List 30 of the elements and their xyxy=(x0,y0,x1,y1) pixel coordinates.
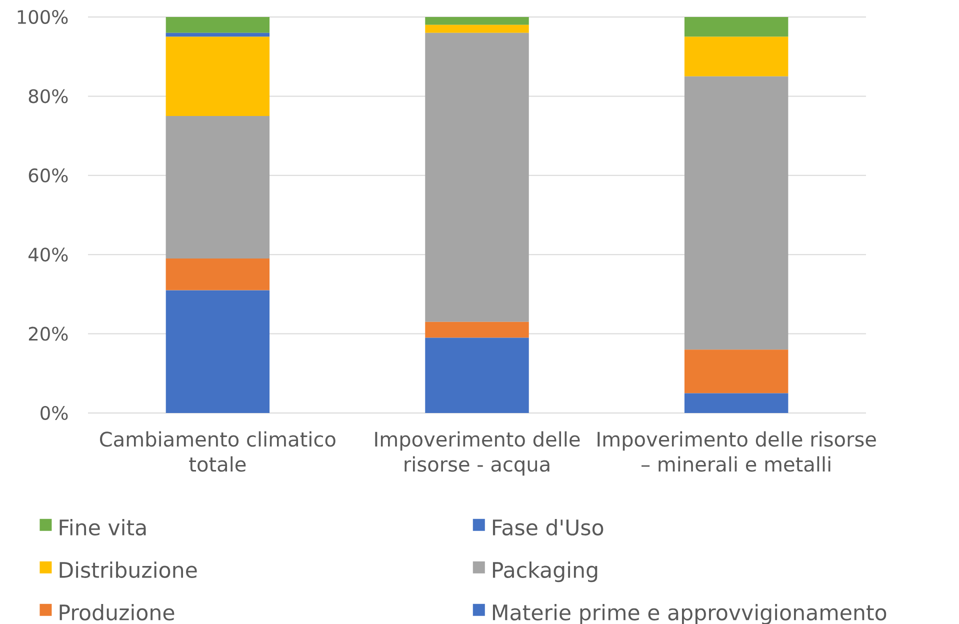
y-tick-label: 80% xyxy=(28,89,68,104)
legend-label: Packaging xyxy=(492,562,598,582)
x-tick-label: Impoverimento delle risorse – minerali e metalli xyxy=(598,431,876,472)
legend-label: Fase d'Uso xyxy=(492,519,604,536)
bar xyxy=(684,393,788,413)
bar xyxy=(684,76,788,350)
y-tick-label: 60% xyxy=(28,168,68,182)
bar xyxy=(166,116,270,259)
bar xyxy=(166,258,270,290)
legend-label: Fine vita xyxy=(60,519,146,536)
bar xyxy=(166,36,270,116)
bar xyxy=(684,36,788,76)
legend-label: Produzione xyxy=(60,604,174,620)
bar xyxy=(425,24,529,33)
bar xyxy=(166,16,270,33)
y-tick-label: 0% xyxy=(40,406,68,420)
bar xyxy=(166,290,270,413)
bar xyxy=(166,32,270,37)
bar xyxy=(425,338,529,413)
y-tick-label: 20% xyxy=(28,326,68,341)
bar xyxy=(684,16,788,37)
x-tick-label: Impoverimento delle risorse - acqua xyxy=(375,431,580,476)
bar xyxy=(425,16,529,25)
y-tick-label: 100% xyxy=(18,10,68,24)
bar xyxy=(425,32,529,322)
y-tick-label: 40% xyxy=(28,248,68,262)
bar xyxy=(425,322,529,338)
bar xyxy=(684,350,788,394)
legend-label: Distribuzione xyxy=(60,562,197,578)
x-tick-label: Cambiamento climatico totale xyxy=(100,431,336,472)
